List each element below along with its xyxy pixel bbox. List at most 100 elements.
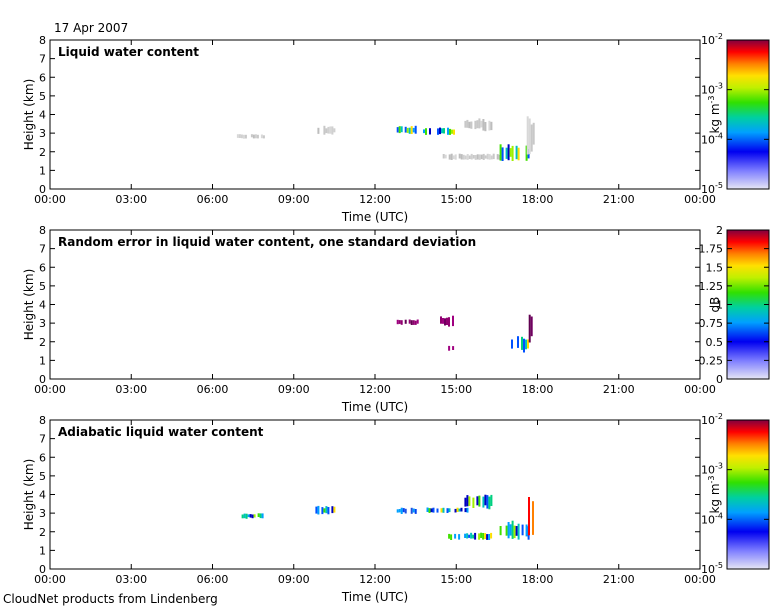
y-tick-label: 3 xyxy=(39,317,46,330)
cloud-patch xyxy=(423,127,455,135)
colorbar-tick-label: 10-5 xyxy=(701,561,723,576)
data-cell xyxy=(474,120,477,130)
cloud-patch xyxy=(526,116,535,155)
data-cell xyxy=(466,495,469,507)
data-cell xyxy=(464,533,467,538)
data-cell xyxy=(460,154,463,160)
data-cell xyxy=(454,508,457,513)
colorbar-tick-label: 10-3 xyxy=(701,462,723,477)
x-tick-label: 12:00 xyxy=(359,383,391,396)
data-cell xyxy=(525,339,527,350)
data-cell xyxy=(496,154,499,160)
data-cell xyxy=(521,524,524,536)
data-cell xyxy=(396,509,399,513)
data-cell xyxy=(456,507,459,512)
data-cell xyxy=(254,134,257,139)
data-cell xyxy=(440,508,443,513)
data-cell xyxy=(252,134,255,139)
data-cell xyxy=(436,508,439,513)
data-cell xyxy=(327,126,330,134)
colorbar-tick-label: 10-2 xyxy=(701,32,723,47)
x-tick-label: 15:00 xyxy=(440,193,472,206)
data-cell xyxy=(464,155,467,160)
data-cell xyxy=(466,533,469,539)
data-cell xyxy=(511,520,514,539)
data-cell xyxy=(327,507,330,515)
data-cell xyxy=(482,153,485,160)
data-cell xyxy=(446,317,448,325)
colorbar-gradient xyxy=(726,229,770,380)
data-cell xyxy=(528,497,530,536)
data-cell xyxy=(454,533,457,539)
data-cell xyxy=(474,532,477,540)
y-tick-label: 3 xyxy=(39,507,46,520)
x-tick-label: 09:00 xyxy=(278,383,310,396)
x-tick-label: 03:00 xyxy=(115,573,147,586)
data-cell xyxy=(404,126,407,133)
data-cell xyxy=(482,119,485,131)
x-tick-label: 03:00 xyxy=(115,193,147,206)
data-cell xyxy=(480,532,483,538)
data-cell xyxy=(430,508,433,513)
data-cell xyxy=(486,495,489,509)
cloud-patch xyxy=(440,315,454,327)
y-tick-label: 7 xyxy=(39,53,46,66)
data-cell xyxy=(474,155,477,160)
data-cell xyxy=(447,127,449,135)
data-cell xyxy=(466,119,469,128)
cloud-patch xyxy=(528,314,533,343)
data-cell xyxy=(451,129,453,134)
data-cell xyxy=(333,506,336,513)
data-cell xyxy=(414,125,417,134)
y-tick-label: 2 xyxy=(39,526,46,539)
y-tick-label: 6 xyxy=(39,71,46,84)
data-cell xyxy=(410,507,413,514)
data-cell xyxy=(454,154,457,160)
colorbar-unit-label: kg m-3 xyxy=(707,95,722,133)
colorbar: 10-2 10-3 10-4 10-5 kg m-3 xyxy=(701,412,770,576)
data-cell xyxy=(400,507,403,514)
data-cell xyxy=(486,534,489,540)
data-cell xyxy=(499,144,502,161)
data-cell xyxy=(464,497,467,507)
data-cell xyxy=(402,508,405,513)
y-tick-label: 5 xyxy=(39,280,46,293)
data-cell xyxy=(412,127,415,133)
data-cell xyxy=(507,144,510,161)
cloud-patch xyxy=(464,494,493,510)
colorbar-tick-label: 1.5 xyxy=(706,261,724,274)
data-cell xyxy=(525,524,528,537)
data-cell xyxy=(507,522,510,539)
data-cell xyxy=(452,315,454,327)
x-tick-label: 06:00 xyxy=(197,383,229,396)
cloud-patch xyxy=(448,345,455,351)
cloud-patch xyxy=(464,118,493,132)
date-label: 17 Apr 2007 xyxy=(54,21,128,35)
y-tick-label: 7 xyxy=(39,243,46,256)
data-cell xyxy=(484,494,487,506)
data-cell xyxy=(331,506,334,514)
data-cell xyxy=(532,122,535,145)
data-cell xyxy=(398,126,401,134)
y-tick-label: 6 xyxy=(39,261,46,274)
data-cell xyxy=(511,339,513,349)
data-cell xyxy=(526,116,529,155)
data-cell xyxy=(452,155,455,160)
data-cell xyxy=(523,338,525,353)
y-axis-label: Height (km) xyxy=(22,269,36,340)
panel-3: 0 1 2 3 4 5 6 7 8 00:00 03:00 06:00 09:00 12:00 15:00 1… xyxy=(22,412,770,604)
y-tick-label: 4 xyxy=(39,489,46,502)
data-cell xyxy=(476,154,479,160)
data-cell xyxy=(528,314,531,343)
data-cell xyxy=(448,317,450,327)
data-cell xyxy=(317,127,320,134)
data-cell xyxy=(470,532,473,539)
data-cell xyxy=(398,509,401,513)
x-tick-label: 12:00 xyxy=(359,193,391,206)
data-cell xyxy=(462,154,465,160)
data-cell xyxy=(412,508,415,513)
data-cell xyxy=(472,155,475,159)
colorbar-tick-label: 1 xyxy=(716,299,723,312)
data-cell xyxy=(404,319,407,324)
data-cell xyxy=(490,155,493,160)
